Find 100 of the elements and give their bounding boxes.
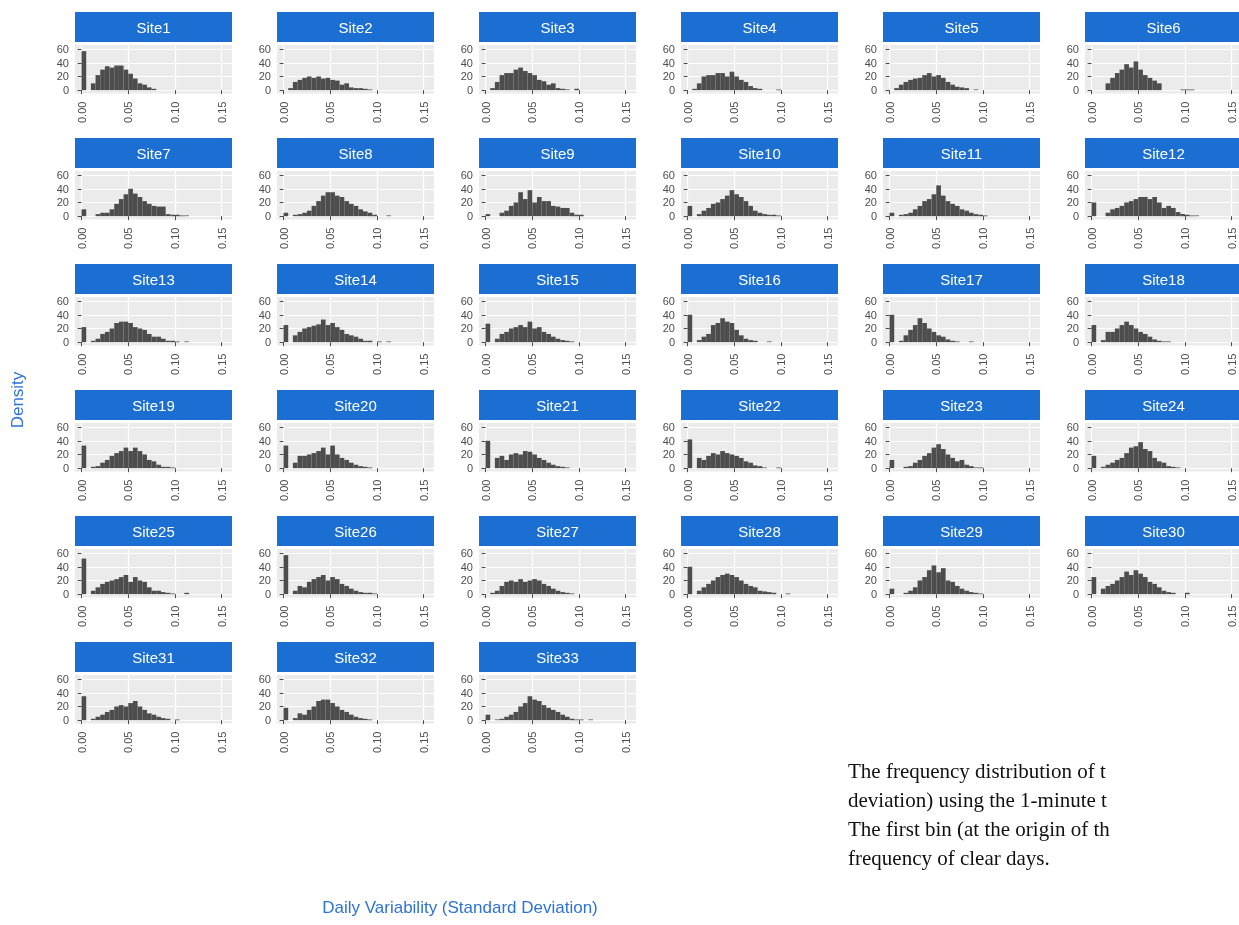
chart-title: Site8	[277, 138, 434, 168]
y-tick-label: 40	[258, 308, 271, 321]
chart-title: Site20	[277, 390, 434, 420]
y-tick-label: 20	[1066, 196, 1079, 209]
y-tick-label: 60	[864, 43, 877, 56]
x-tick-label: 0.05	[526, 227, 539, 250]
x-tick-label: 0.10	[976, 101, 989, 124]
y-tick-label: 40	[258, 434, 271, 447]
chart-title: Site7	[75, 138, 232, 168]
x-tick-label: 0.15	[215, 479, 228, 502]
y-tick-label: 40	[1066, 560, 1079, 573]
y-tick-label: 40	[864, 560, 877, 573]
y-axis-title: Density	[8, 371, 28, 429]
x-tick-label: 0.10	[572, 479, 585, 502]
x-tick-label: 0.00	[883, 227, 896, 250]
x-tick-label: 0.00	[883, 479, 896, 502]
x-tick-label: 0.15	[417, 731, 430, 754]
y-tick-label: 60	[258, 673, 271, 686]
y-tick-label: 0	[1072, 210, 1079, 223]
x-tick-label: 0.00	[1085, 227, 1098, 250]
x-tick-label: 0.15	[1023, 353, 1036, 376]
x-tick-label: 0.05	[930, 353, 943, 376]
y-tick-label: 40	[1066, 308, 1079, 321]
y-tick-label: 0	[668, 210, 675, 223]
chart-title: Site17	[883, 264, 1040, 294]
x-tick-label: 0.00	[277, 731, 290, 754]
x-tick-label: 0.15	[1225, 479, 1238, 502]
y-tick-label: 0	[870, 588, 877, 601]
y-tick-label: 40	[258, 182, 271, 195]
x-tick-label: 0.10	[976, 353, 989, 376]
x-tick-label: 0.10	[370, 227, 383, 250]
y-tick-label: 60	[864, 421, 877, 434]
y-tick-label: 60	[864, 169, 877, 182]
y-tick-label: 20	[662, 574, 675, 587]
y-tick-label: 20	[864, 574, 877, 587]
chart-title: Site6	[1085, 12, 1239, 42]
x-tick-label: 0.00	[883, 101, 896, 124]
y-tick-label: 40	[662, 308, 675, 321]
x-tick-label: 0.15	[1023, 605, 1036, 628]
x-tick-label: 0.05	[728, 479, 741, 502]
y-tick-label: 40	[460, 56, 473, 69]
x-tick-label: 0.05	[526, 101, 539, 124]
chart-title: Site24	[1085, 390, 1239, 420]
x-tick-label: 0.05	[930, 227, 943, 250]
x-tick-label: 0.10	[976, 479, 989, 502]
y-tick-label: 0	[62, 210, 69, 223]
chart-title: Site22	[681, 390, 838, 420]
x-tick-label: 0.00	[479, 605, 492, 628]
x-tick-label: 0.10	[1178, 101, 1191, 124]
y-tick-label: 0	[62, 84, 69, 97]
x-tick-label: 0.05	[122, 227, 135, 250]
x-tick-label: 0.15	[619, 731, 632, 754]
y-tick-label: 60	[1066, 43, 1079, 56]
x-tick-label: 0.15	[215, 101, 228, 124]
x-tick-label: 0.15	[619, 227, 632, 250]
y-tick-label: 0	[1072, 462, 1079, 475]
x-tick-label: 0.00	[75, 479, 88, 502]
chart-title: Site26	[277, 516, 434, 546]
y-tick-label: 40	[1066, 182, 1079, 195]
x-tick-label: 0.05	[324, 479, 337, 502]
x-tick-label: 0.00	[681, 479, 694, 502]
chart-title: Site5	[883, 12, 1040, 42]
y-tick-label: 20	[460, 448, 473, 461]
y-tick-label: 60	[1066, 295, 1079, 308]
y-tick-label: 60	[864, 295, 877, 308]
x-tick-label: 0.10	[976, 605, 989, 628]
x-tick-label: 0.15	[417, 479, 430, 502]
y-tick-label: 40	[56, 434, 69, 447]
y-tick-label: 60	[258, 421, 271, 434]
x-tick-label: 0.15	[619, 605, 632, 628]
x-tick-label: 0.10	[572, 731, 585, 754]
x-tick-label: 0.15	[215, 605, 228, 628]
y-tick-label: 40	[56, 560, 69, 573]
y-tick-label: 20	[258, 322, 271, 335]
y-tick-label: 20	[864, 322, 877, 335]
chart-title: Site32	[277, 642, 434, 672]
y-tick-label: 20	[460, 574, 473, 587]
y-tick-label: 60	[662, 169, 675, 182]
chart-title: Site4	[681, 12, 838, 42]
x-tick-label: 0.10	[1178, 353, 1191, 376]
y-tick-label: 0	[264, 336, 271, 349]
y-tick-label: 20	[1066, 574, 1079, 587]
chart-title: Site28	[681, 516, 838, 546]
chart-title: Site3	[479, 12, 636, 42]
y-tick-label: 0	[62, 336, 69, 349]
y-tick-label: 20	[460, 70, 473, 83]
chart-title: Site30	[1085, 516, 1239, 546]
y-tick-label: 60	[460, 673, 473, 686]
y-tick-label: 0	[668, 336, 675, 349]
y-tick-label: 20	[56, 700, 69, 713]
x-tick-label: 0.00	[75, 605, 88, 628]
y-tick-label: 40	[1066, 56, 1079, 69]
y-tick-label: 40	[56, 308, 69, 321]
y-tick-label: 40	[460, 560, 473, 573]
y-tick-label: 60	[864, 547, 877, 560]
chart-title: Site19	[75, 390, 232, 420]
x-tick-label: 0.05	[122, 101, 135, 124]
y-tick-label: 0	[870, 210, 877, 223]
chart-title: Site27	[479, 516, 636, 546]
y-tick-label: 60	[662, 43, 675, 56]
